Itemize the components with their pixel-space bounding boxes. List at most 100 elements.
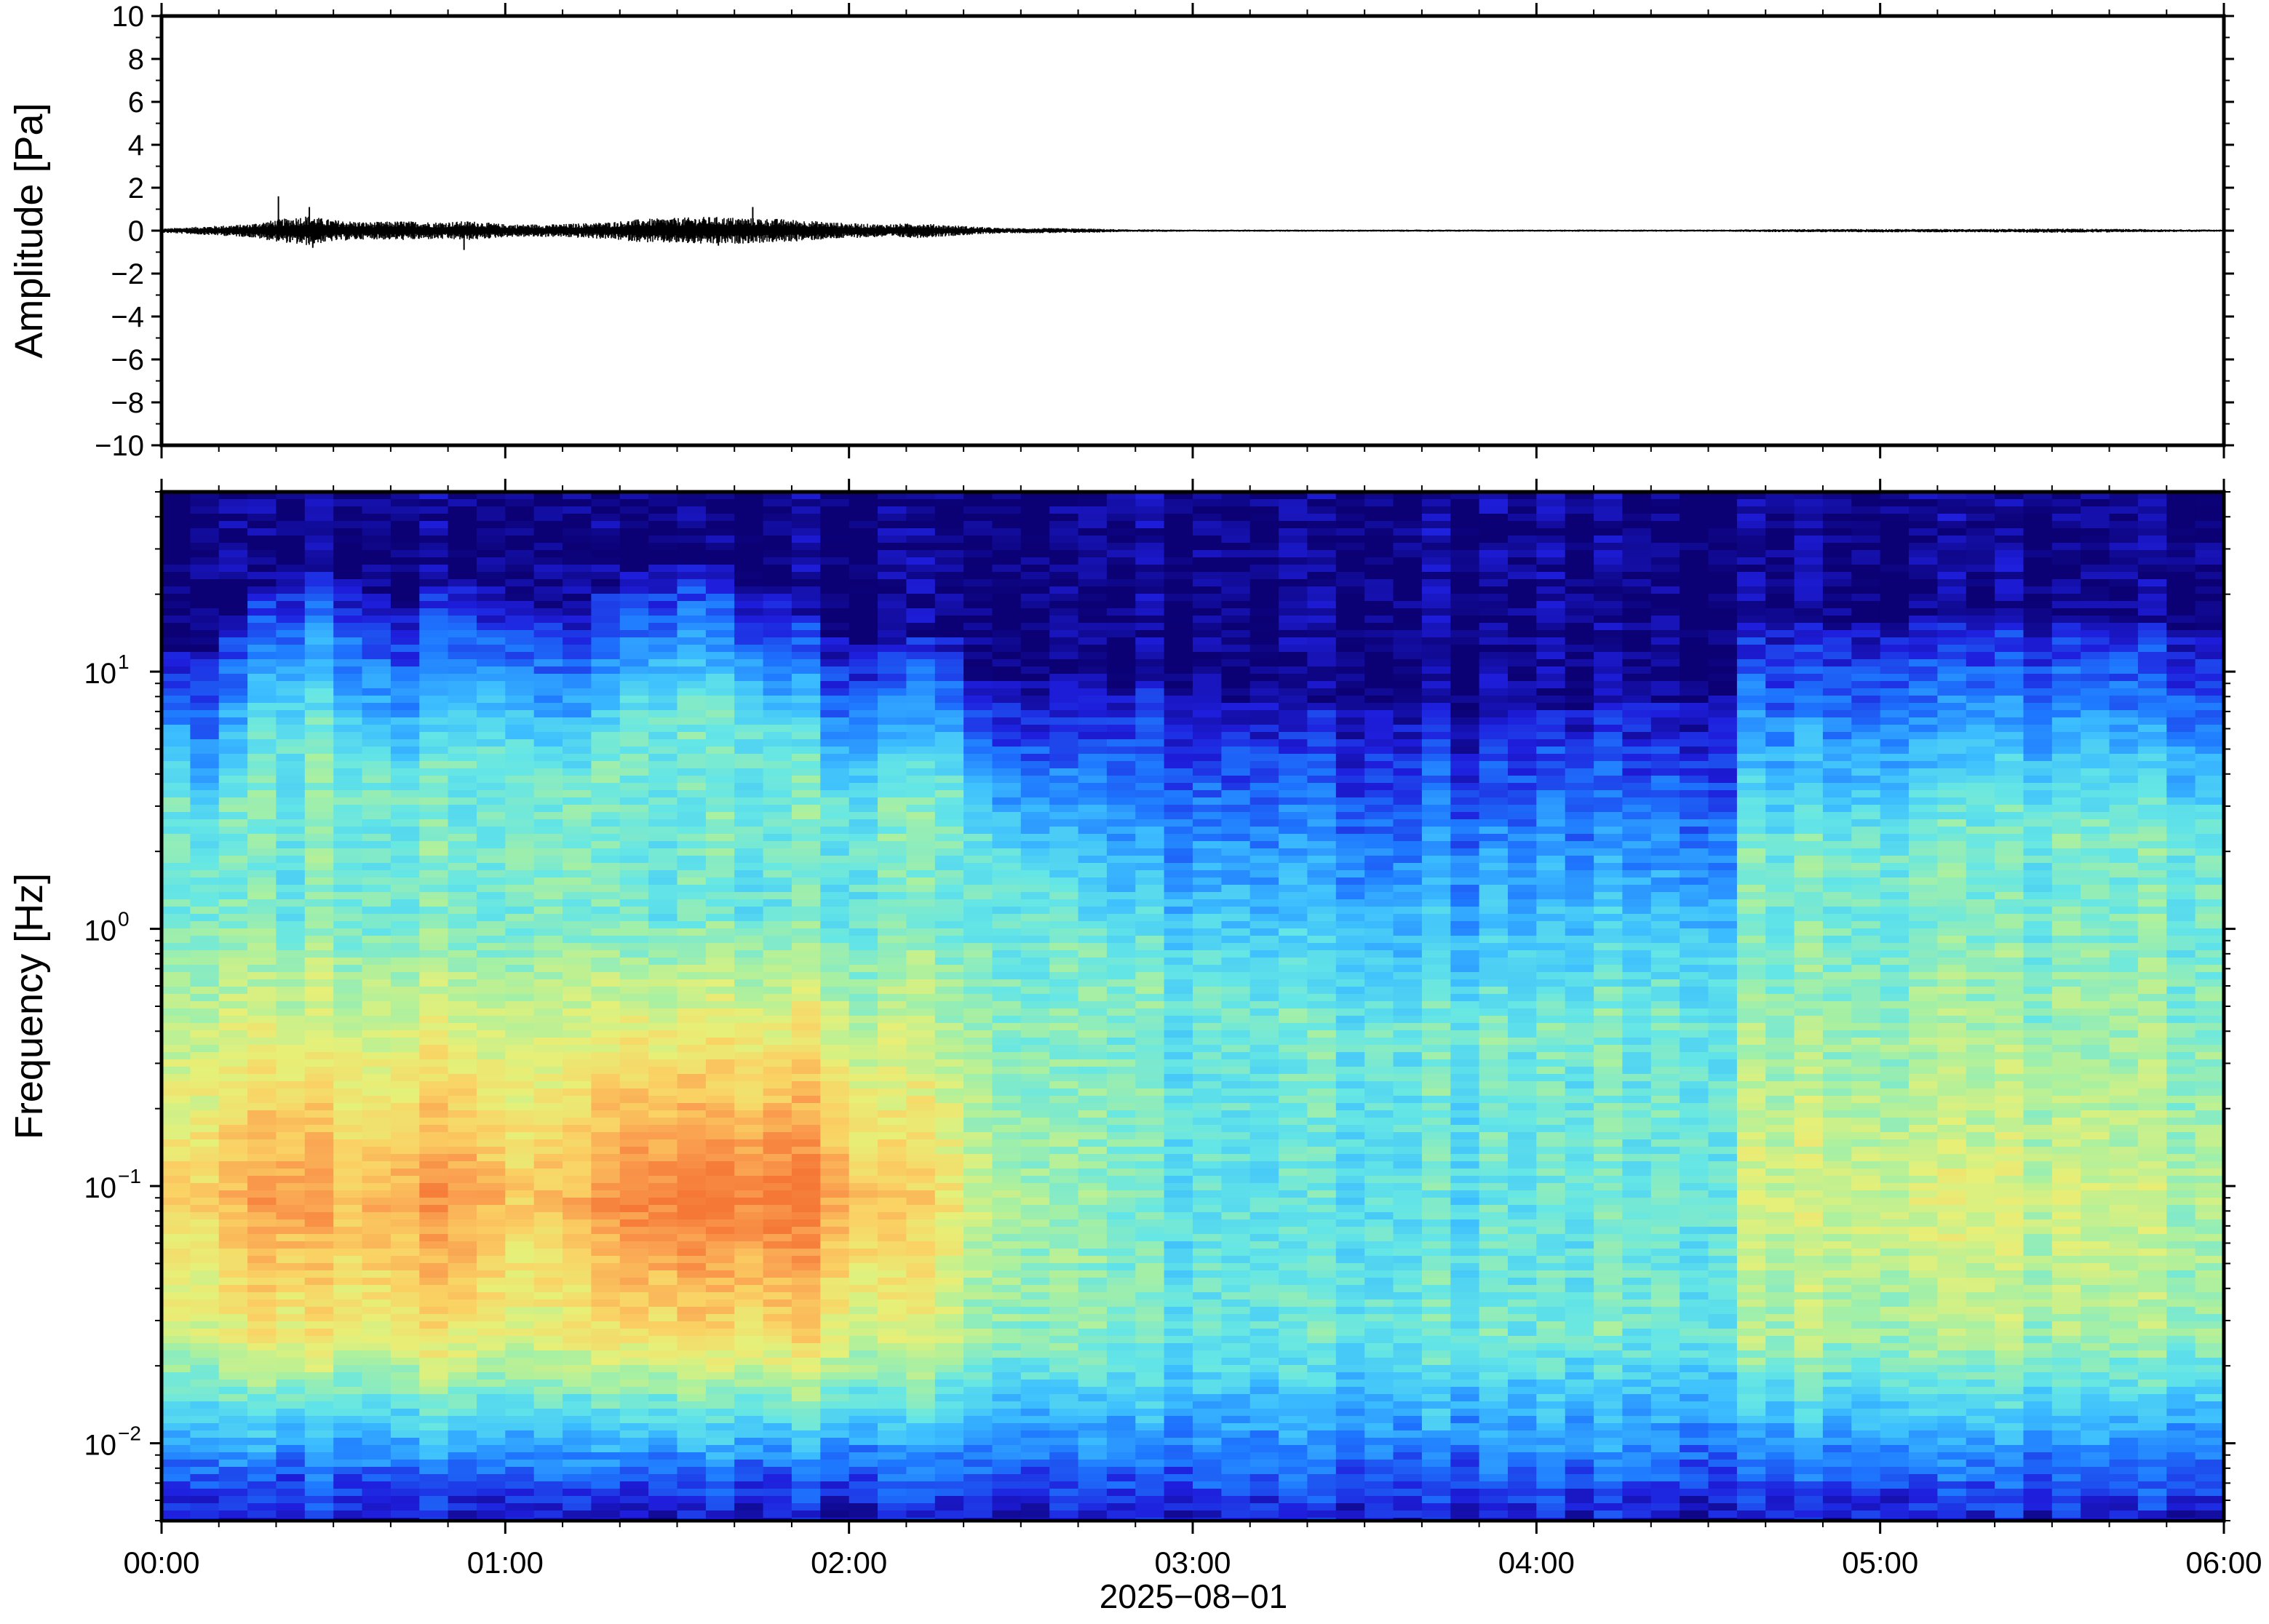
spectrogram-cell [477,994,506,1002]
spectrogram-cell [247,1358,277,1366]
spectrogram-cell [390,936,421,944]
spectrogram-cell [734,928,764,936]
spectrogram-cell [619,1489,649,1497]
spectrogram-cell [992,812,1022,820]
spectrogram-cell [448,1372,477,1380]
spectrogram-cell [992,1038,1022,1046]
spectrogram-cell [1049,1329,1079,1337]
spectrogram-cell [218,1481,248,1489]
spectrogram-cell [906,1372,936,1380]
spectrogram-cell [734,659,764,667]
spectrogram-cell [1106,928,1137,936]
spectrogram-cell [820,1416,850,1424]
spectrogram-cell [1078,659,1108,667]
spectrogram-cell [992,1423,1022,1431]
spectrogram-cell [763,1125,792,1133]
spectrogram-cell [734,1394,764,1402]
spectrogram-cell [1020,499,1050,507]
spectrogram-cell [505,994,535,1002]
spectrogram-cell [763,1307,792,1315]
spectrogram-cell [677,681,707,689]
spectrogram-cell [505,1132,535,1140]
spectrogram-cell [1106,1161,1137,1169]
spectrogram-cell [505,1292,535,1300]
spectrogram-cell [677,1350,707,1358]
spectrogram-cell [619,536,649,544]
spectrogram-cell [333,1409,363,1417]
spectrogram-cell [304,1169,334,1177]
spectrogram-cell [934,1329,964,1337]
spectrogram-cell [190,1023,220,1031]
spectrogram-cell [304,943,334,951]
spectrogram-cell [1049,1285,1079,1293]
spectrogram-cell [878,1125,907,1133]
spectrogram-cell [477,761,506,769]
spectrogram-cell [992,907,1022,915]
spectrogram-cell [419,1343,449,1351]
spectrogram-cell [878,1285,907,1293]
spectrogram-cell [677,579,707,587]
spectrogram-cell [648,725,678,733]
spectrogram-cell [1106,1336,1137,1344]
spectrogram-cell [963,885,993,893]
spectrogram-cell [304,1081,334,1089]
spectrogram-cell [963,1489,993,1497]
spectrogram-cell [563,790,592,798]
spectrogram-cell [162,1234,191,1242]
spectrogram-cell [591,1510,621,1518]
spectrogram-cell [992,761,1022,769]
spectrogram-cell [304,1460,334,1468]
spectrogram-cell [705,1118,736,1126]
spectrogram-cell [1020,1052,1050,1060]
spectrogram-cell [563,1096,592,1104]
spectrogram-cell [533,1016,563,1024]
spectrogram-cell [619,943,649,951]
spectrogram-cell [1049,637,1079,645]
spectrogram-cell [648,1219,678,1227]
spectrogram-cell [419,1358,449,1366]
spectrogram-cell [591,1343,621,1351]
spectrogram-cell [1078,1387,1108,1395]
spectrogram-cell [619,1263,649,1271]
spectrogram-cell [304,1125,334,1133]
spectrogram-cell [390,1503,421,1511]
spectrogram-cell [1020,1074,1050,1082]
spectrogram-cell [820,1452,850,1460]
spectrogram-cell [705,1423,736,1431]
spectrogram-cell [705,1481,736,1489]
spectrogram-cell [619,696,649,704]
spectrogram-cell [963,790,993,798]
spectrogram-cell [276,652,306,660]
spectrogram-cell [533,1285,563,1293]
spectrogram-cell [1078,943,1108,951]
spectrogram-cell [705,1147,736,1155]
spectrogram-cell [763,1045,792,1053]
spectrogram-cell [190,557,220,565]
spectrogram-cell [505,645,535,653]
spectrogram-cell [705,521,736,529]
spectrogram-cell [992,1445,1022,1453]
spectrogram-cell [362,550,392,558]
spectrogram-cell [563,1074,592,1082]
spectrogram-cell [906,637,936,645]
spectrogram-cell [619,1249,649,1257]
spectrogram-cell [190,950,220,958]
spectrogram-cell [934,725,964,733]
spectrogram-cell [1106,1365,1137,1373]
spectrogram-cell [820,594,850,602]
spectrogram-cell [677,1074,707,1082]
spectrogram-cell [533,703,563,711]
spectrogram-cell [276,1503,306,1511]
spectrogram-cell [763,1023,792,1031]
spectrogram-cell [247,1241,277,1249]
spectrogram-cell [162,616,191,624]
spectrogram-cell [992,1380,1022,1388]
spectrogram-cell [763,1183,792,1191]
spectrogram-cell [304,1387,334,1395]
spectrogram-cell [247,1219,277,1227]
spectrogram-cell [304,747,334,755]
amplitude-tick-label: 8 [128,44,144,76]
spectrogram-cell [619,928,649,936]
spectrogram-cell [1020,1358,1050,1366]
spectrogram-cell [677,1481,707,1489]
